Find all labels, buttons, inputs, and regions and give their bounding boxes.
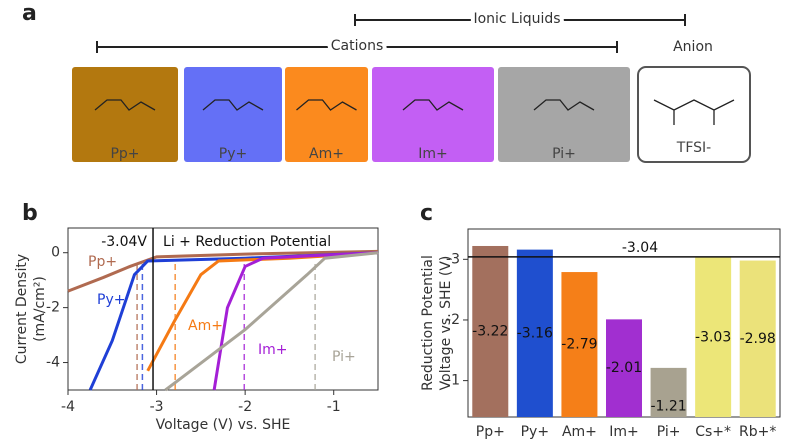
value-label: -3.03 (695, 329, 731, 345)
series-label: Pp+ (88, 254, 117, 270)
structure (296, 99, 357, 111)
value-label: -1.21 (650, 398, 686, 414)
ion-box (637, 66, 751, 163)
bar (516, 249, 553, 417)
ion-label: Py+ (219, 146, 247, 162)
reference-label: -3.04V (101, 234, 147, 250)
bar (472, 245, 509, 417)
bracket-label: Ionic Liquids (473, 11, 560, 27)
y-axis-label: Voltage vs. SHE (V) (438, 256, 454, 391)
panel-letter: c (420, 201, 433, 226)
iv-curve (67, 249, 379, 293)
ion-box (184, 67, 282, 162)
y-tick-label: -2 (446, 312, 460, 328)
panel-letter: a (22, 1, 37, 26)
x-axis-label: Voltage (V) vs. SHE (156, 417, 291, 433)
series-label: Im+ (258, 342, 288, 358)
y-axis-label: Current Density (14, 254, 30, 364)
iv-curve (212, 251, 379, 391)
ion-box (498, 67, 630, 162)
y-axis-label: Reduction Potential (420, 255, 436, 391)
iv-curve (164, 251, 379, 392)
ion-label: Pi+ (552, 146, 576, 162)
y-tick-label: -2 (46, 300, 60, 316)
series-label: Am+ (188, 318, 223, 334)
ion-label: Pp+ (110, 146, 139, 162)
reference-label: -3.04 (622, 240, 658, 256)
ion-label: Im+ (418, 146, 448, 162)
x-tick-label: -3 (150, 399, 164, 415)
value-label: -2.79 (561, 337, 597, 353)
series-label: Pi+ (332, 349, 356, 365)
x-tick-label: Pi+ (657, 424, 681, 439)
y-tick-label: -1 (446, 373, 460, 389)
y-tick-label: -4 (46, 355, 60, 371)
value-label: -2.01 (606, 360, 642, 376)
bracket-label: Cations (331, 38, 383, 54)
ion-box (372, 67, 494, 162)
bar (561, 272, 598, 417)
x-tick-label: Cs+* (695, 424, 731, 439)
ion-label: TFSI- (676, 140, 711, 156)
y-tick-label: 0 (51, 245, 60, 261)
structure (402, 99, 464, 111)
x-tick-label: -1 (327, 399, 341, 415)
x-tick-label: Rb+* (739, 424, 776, 439)
plot-frame (67, 227, 379, 391)
x-tick-label: Im+ (609, 424, 639, 439)
y-axis-label: (mA/cm²) (32, 276, 48, 342)
x-tick-label: -2 (238, 399, 252, 415)
x-tick-label: -4 (61, 399, 75, 415)
structure (653, 99, 735, 125)
x-tick-label: Am+ (562, 424, 597, 439)
panel-letter: b (22, 201, 38, 226)
ion-box (285, 67, 368, 162)
value-label: -2.98 (740, 331, 776, 347)
structure (202, 99, 264, 111)
bar (739, 260, 776, 417)
series-label: Py+ (97, 292, 125, 308)
value-label: -3.22 (472, 323, 508, 339)
value-label: -3.16 (517, 325, 553, 341)
bar (650, 367, 687, 417)
bar (695, 257, 732, 417)
x-tick-label: Pp+ (476, 424, 505, 439)
ion-box (72, 67, 178, 162)
structure (94, 99, 156, 111)
annotation: Li + Reduction Potential (163, 234, 331, 250)
iv-curve (88, 251, 379, 391)
bar (606, 319, 642, 417)
structure (533, 99, 595, 111)
y-tick-label: -3 (446, 251, 460, 267)
ion-label: Am+ (309, 146, 344, 162)
x-tick-label: Py+ (521, 424, 549, 439)
bracket-label: Anion (673, 39, 713, 55)
